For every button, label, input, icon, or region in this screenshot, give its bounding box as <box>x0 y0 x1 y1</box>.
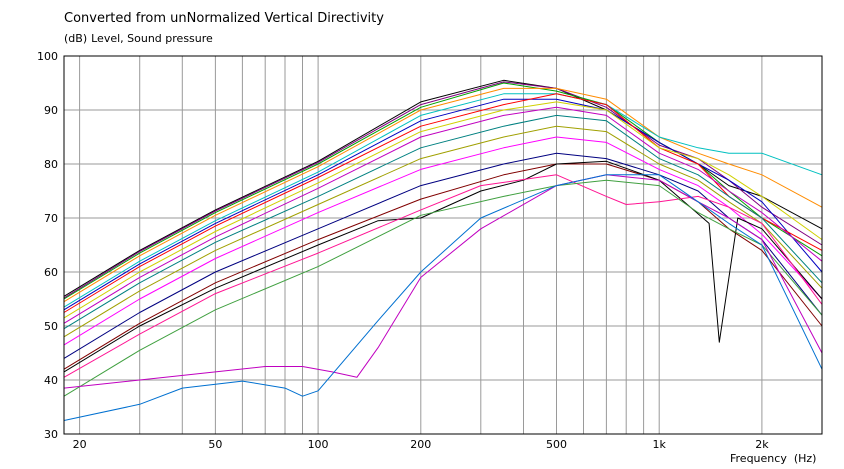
y-tick-label: 60 <box>44 266 58 279</box>
series-line-8 <box>63 101 823 319</box>
series-line-13 <box>63 152 823 359</box>
series-line-16 <box>63 174 823 378</box>
series-line-4 <box>63 87 823 303</box>
y-tick-label: 30 <box>44 428 58 441</box>
y-tick-label: 80 <box>44 158 58 171</box>
x-tick-label: 200 <box>410 438 431 451</box>
y-tick-label: 40 <box>44 374 58 387</box>
y-tick-label: 100 <box>37 50 58 63</box>
x-axis-label: Frequency (Hz) <box>730 452 816 465</box>
y-axis-label: Level, Sound pressure <box>91 32 213 45</box>
x-tick-label: 20 <box>73 438 87 451</box>
series-line-11 <box>63 125 823 338</box>
chart-subtitle: (dB) Level, Sound pressure <box>64 32 213 45</box>
x-tick-label: 50 <box>208 438 222 451</box>
series-line-9 <box>63 106 823 324</box>
series-line-17 <box>63 179 823 397</box>
series-line-14 <box>63 163 823 370</box>
y-unit-label: (dB) <box>64 32 88 45</box>
y-tick-label: 70 <box>44 212 58 225</box>
chart-title: Converted from unNormalized Vertical Dir… <box>64 11 384 26</box>
x-tick-label: 1k <box>653 438 667 451</box>
x-ticks: 20 50 100 200 500 1k 2k <box>73 438 770 451</box>
x-axis-label-text: Frequency <box>730 452 787 465</box>
series-line-7 <box>63 93 823 313</box>
series-line-1 <box>63 79 823 297</box>
series-line-19 <box>63 174 823 421</box>
y-ticks: 30 40 50 60 70 80 90 100 <box>37 50 58 441</box>
grid <box>64 55 823 435</box>
x-tick-label: 100 <box>308 438 329 451</box>
series-group <box>63 79 823 421</box>
plot-frame <box>63 55 823 435</box>
x-tick-label: 500 <box>546 438 567 451</box>
x-axis-unit: (Hz) <box>787 452 817 465</box>
y-tick-label: 50 <box>44 320 58 333</box>
series-line-2 <box>63 81 823 299</box>
series-line-10 <box>63 114 823 330</box>
y-tick-label: 90 <box>44 104 58 117</box>
series-line-6 <box>63 98 823 311</box>
series-line-18 <box>63 174 823 389</box>
x-tick-label: 2k <box>755 438 769 451</box>
series-line-15 <box>63 160 823 373</box>
